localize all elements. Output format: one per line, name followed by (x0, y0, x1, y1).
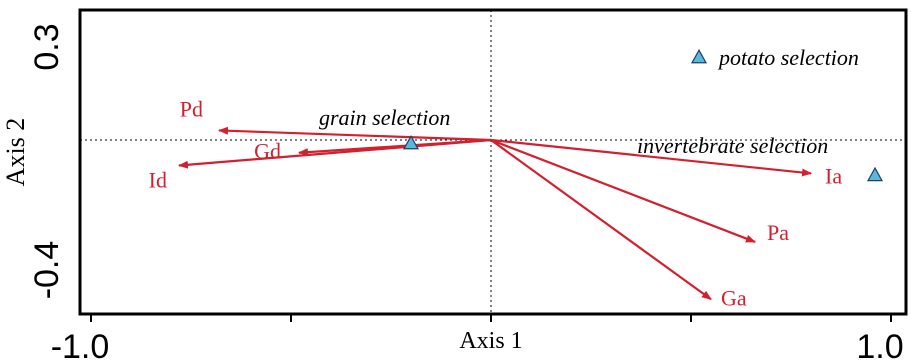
vector-label-pa: Pa (767, 220, 789, 245)
vector-label-ga: Ga (721, 285, 747, 310)
point-label-invertebrate-selection: invertebrate selection (637, 133, 828, 158)
vector-id (179, 140, 491, 165)
x-tick-label-min: -1.0 (51, 328, 110, 360)
vector-ga (491, 140, 711, 299)
point-potato-selection (692, 50, 706, 63)
y-tick-label-max: 0.3 (28, 23, 66, 70)
vector-label-ia: Ia (825, 163, 842, 188)
x-tick-label-max: 1.0 (856, 328, 903, 360)
point-layer: potato selection grain selection invertebr… (319, 45, 882, 180)
point-label-grain-selection: grain selection (319, 105, 450, 130)
y-tick-label-min: -0.4 (28, 241, 66, 300)
vector-label-id: Id (149, 167, 167, 192)
point-invertebrate-selection (868, 168, 882, 181)
vector-label-pd: Pd (180, 96, 203, 121)
x-axis-label: Axis 1 (459, 328, 522, 354)
point-label-potato-selection: potato selection (717, 45, 859, 70)
y-axis-label: Axis 2 (1, 118, 30, 187)
